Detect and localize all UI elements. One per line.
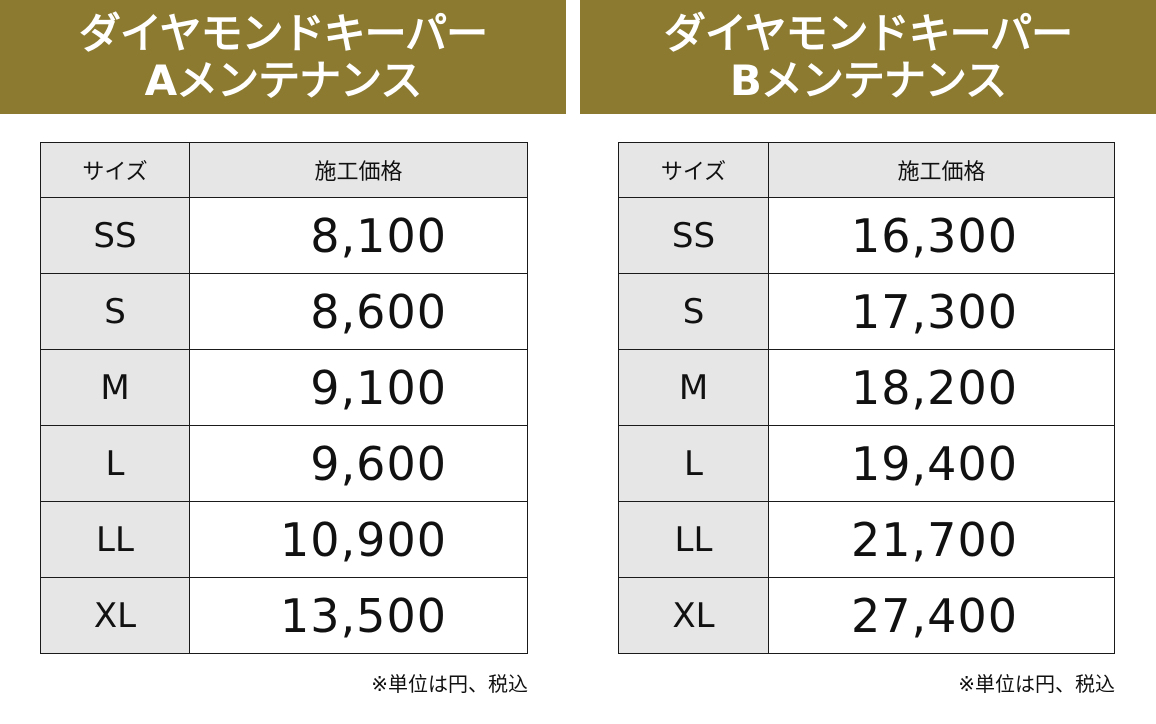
price-column-header: 施工価格 [768,142,1115,198]
panel-title-line2: Aメンテナンス [144,56,423,105]
table-row: SS 8,100 [40,197,528,274]
size-cell: M [40,349,190,426]
size-cell: L [618,425,769,502]
price-cell: 18,200 [768,349,1115,426]
panel-title-line1: ダイヤモンドキーパー [663,9,1073,58]
size-cell: M [618,349,769,426]
table-row: LL 21,700 [618,501,1115,578]
unit-note: ※単位は円、税込 [958,672,1115,696]
price-cell: 9,600 [189,425,528,502]
table-row: L 9,600 [40,425,528,502]
price-cell: 27,400 [768,577,1115,654]
table-header-row: サイズ 施工価格 [40,142,528,198]
table-row: L 19,400 [618,425,1115,502]
table-row: XL 13,500 [40,577,528,654]
table-row: S 17,300 [618,273,1115,350]
table-row: LL 10,900 [40,501,528,578]
table-row: XL 27,400 [618,577,1115,654]
price-table: サイズ 施工価格 SS 16,300 S 17,300 M 18,200 L 1… [618,142,1115,654]
price-cell: 13,500 [189,577,528,654]
size-cell: XL [618,577,769,654]
panel-title-line2: Bメンテナンス [729,56,1007,105]
table-row: M 9,100 [40,349,528,426]
price-cell: 8,600 [189,273,528,350]
size-cell: XL [40,577,190,654]
price-cell: 8,100 [189,197,528,274]
table-header-row: サイズ 施工価格 [618,142,1115,198]
table-row: M 18,200 [618,349,1115,426]
table-row: S 8,600 [40,273,528,350]
size-cell: SS [618,197,769,274]
size-cell: SS [40,197,190,274]
price-table: サイズ 施工価格 SS 8,100 S 8,600 M 9,100 L 9,60… [40,142,528,654]
size-cell: S [40,273,190,350]
price-cell: 17,300 [768,273,1115,350]
panel-header: ダイヤモンドキーパー Aメンテナンス [0,0,566,114]
price-cell: 9,100 [189,349,528,426]
price-cell: 16,300 [768,197,1115,274]
table-row: SS 16,300 [618,197,1115,274]
size-column-header: サイズ [618,142,769,198]
size-cell: L [40,425,190,502]
price-cell: 21,700 [768,501,1115,578]
size-cell: LL [618,501,769,578]
size-cell: LL [40,501,190,578]
price-column-header: 施工価格 [189,142,528,198]
panel-title-line1: ダイヤモンドキーパー [78,9,488,58]
panel-header: ダイヤモンドキーパー Bメンテナンス [580,0,1156,114]
price-cell: 10,900 [189,501,528,578]
unit-note: ※単位は円、税込 [371,672,528,696]
size-cell: S [618,273,769,350]
size-column-header: サイズ [40,142,190,198]
price-cell: 19,400 [768,425,1115,502]
